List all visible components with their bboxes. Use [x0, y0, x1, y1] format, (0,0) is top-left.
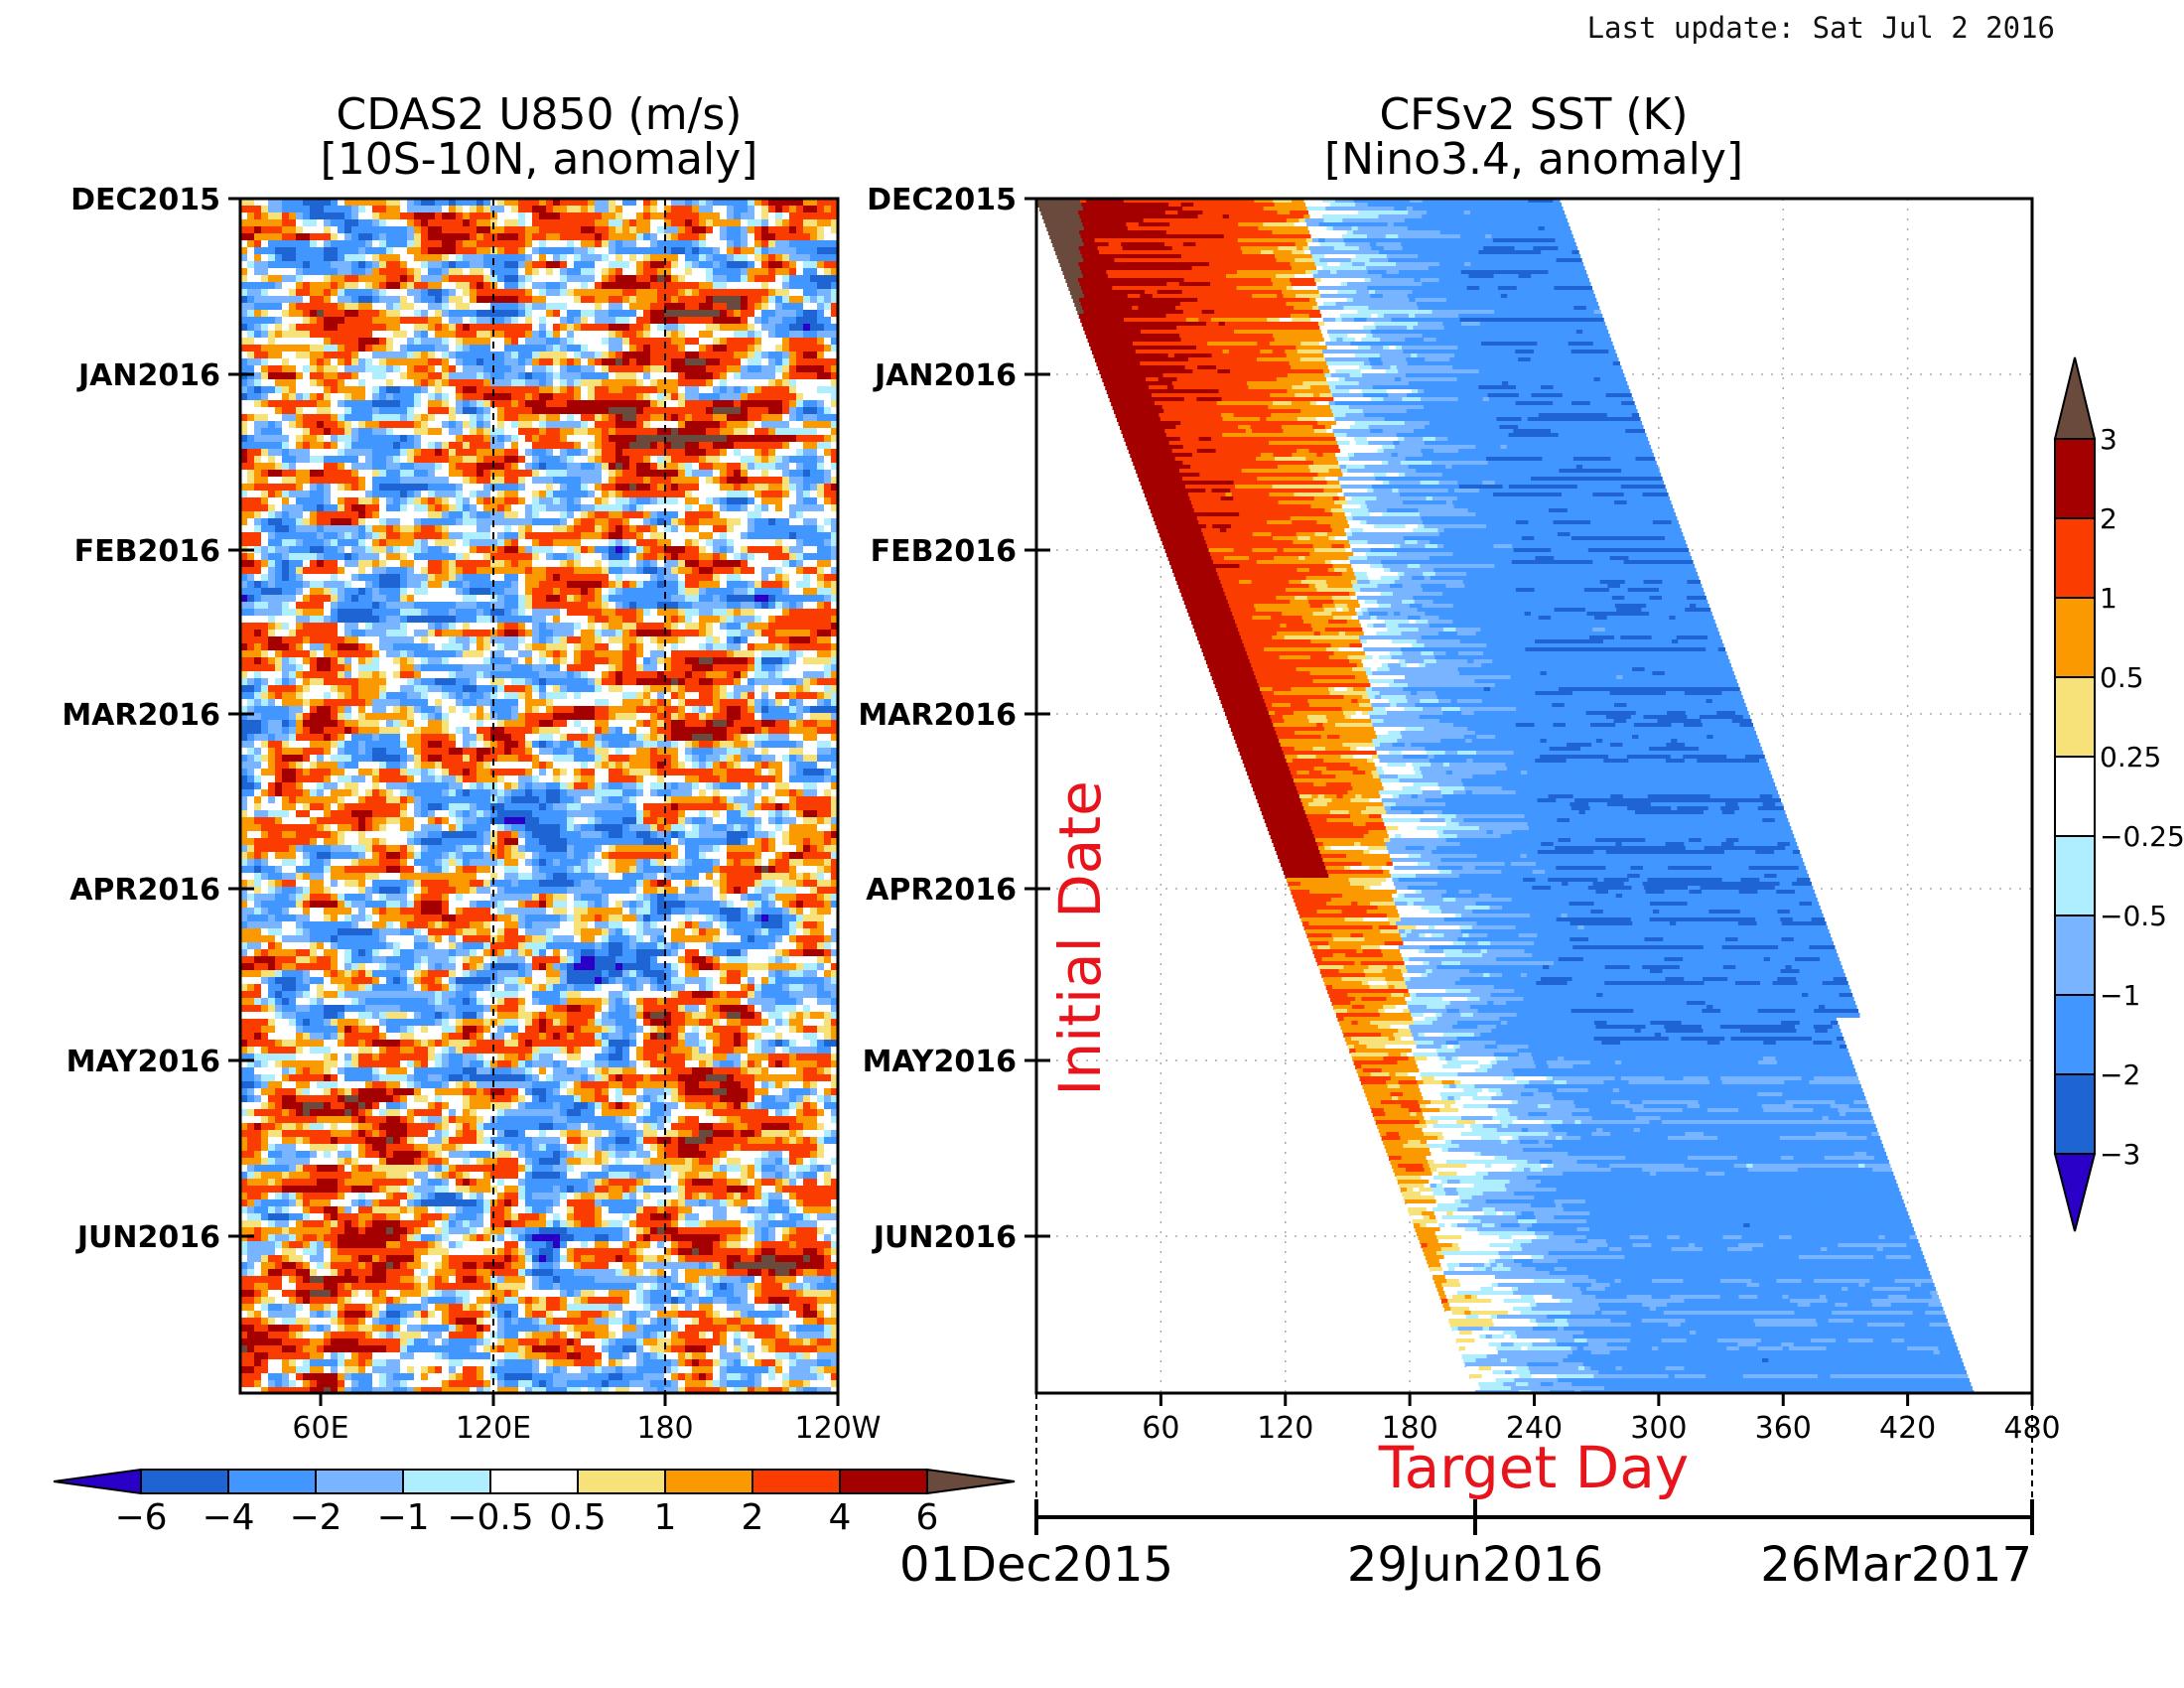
left-x-tick-label: 120W — [795, 1411, 882, 1446]
vcolorbar-label: 1 — [2100, 582, 2117, 615]
right-panel: CFSv2 SST (K) [Nino3.4, anomaly] DEC2015… — [858, 89, 2184, 1593]
vcolorbar-swatch — [2054, 1073, 2096, 1155]
vcolorbar-swatch — [2054, 994, 2096, 1075]
left-y-tick-label: FEB2016 — [74, 534, 220, 569]
colorbar-label: −1 — [376, 1497, 429, 1538]
vcolorbar-label: −3 — [2100, 1138, 2140, 1171]
colorbar-left-arrow — [53, 1468, 142, 1495]
vcolorbar-swatch — [2054, 597, 2096, 678]
colorbar-swatch — [664, 1469, 753, 1494]
right-x-tick-label: 300 — [1630, 1411, 1687, 1446]
colorbar-right-arrow — [926, 1468, 1016, 1495]
right-chart-subtitle: [Nino3.4, anomaly] — [1324, 134, 1743, 185]
left-y-tick-label: DEC2015 — [70, 183, 220, 217]
right-heatmap — [1036, 199, 1975, 1393]
vcolorbar-swatch — [2054, 676, 2096, 758]
left-x-tick-label: 120E — [456, 1411, 531, 1446]
left-panel: CDAS2 U850 (m/s) [10S-10N, anomaly] DEC2… — [53, 89, 1016, 1538]
vcolorbar-swatch — [2054, 438, 2096, 519]
date-label-end: 26Mar2017 — [1760, 1537, 2032, 1593]
vcolorbar-label: 2 — [2100, 502, 2117, 535]
right-x-tick-label: 360 — [1755, 1411, 1812, 1446]
colorbar-swatch — [402, 1469, 491, 1494]
vcolorbar-top-arrow — [2053, 356, 2097, 440]
right-x-axis: 60 120 180 240 300 360 420 480 — [1142, 1393, 2061, 1446]
vcolorbar-swatch — [2054, 914, 2096, 996]
vcolorbar-label: −0.25 — [2100, 820, 2184, 853]
colorbar-swatch — [751, 1469, 841, 1494]
vcolorbar-swatch — [2054, 835, 2096, 916]
colorbar-label: 0.5 — [549, 1497, 606, 1538]
date-label-start: 01Dec2015 — [899, 1537, 1173, 1593]
vcolorbar-swatch — [2054, 756, 2096, 837]
colorbar-label: 1 — [654, 1497, 677, 1538]
date-axis: 01Dec2015 29Jun2016 26Mar2017 — [899, 1393, 2034, 1593]
colorbar-swatch — [315, 1469, 404, 1494]
left-heatmap — [240, 199, 838, 1393]
last-update-text: Last update: Sat Jul 2 2016 — [1587, 11, 2055, 45]
right-chart-title: CFSv2 SST (K) — [1379, 89, 1688, 140]
right-x-tick-label: 60 — [1142, 1411, 1179, 1446]
colorbar-swatch — [839, 1469, 928, 1494]
right-x-tick-label: 120 — [1257, 1411, 1313, 1446]
left-y-tick-label: JUN2016 — [75, 1220, 220, 1255]
left-chart-subtitle: [10S-10N, anomaly] — [321, 134, 758, 185]
date-label-middle: 29Jun2016 — [1347, 1537, 1603, 1593]
colorbar-label: −2 — [289, 1497, 341, 1538]
right-y-tick-label: JUN2016 — [872, 1220, 1017, 1255]
colorbar-swatch — [577, 1469, 666, 1494]
y-axis-label-initial-date: Initial Date — [1046, 780, 1114, 1096]
colorbar-label: 4 — [829, 1497, 852, 1538]
left-chart-title: CDAS2 U850 (m/s) — [337, 89, 743, 140]
colorbar-swatch — [140, 1469, 229, 1494]
right-y-tick-label: DEC2015 — [867, 183, 1017, 217]
colorbar-label: 2 — [742, 1497, 764, 1538]
right-y-tick-label: FEB2016 — [871, 534, 1017, 569]
vcolorbar-label: −0.5 — [2100, 900, 2167, 932]
vcolorbar-bottom-arrow — [2053, 1153, 2097, 1232]
vcolorbar-label: −2 — [2100, 1058, 2140, 1091]
right-x-tick-label: 180 — [1381, 1411, 1437, 1446]
left-plot-frame — [238, 197, 840, 1395]
vcolorbar-label: 0.25 — [2100, 741, 2161, 774]
colorbar-swatch — [227, 1469, 317, 1494]
left-y-tick-label: MAY2016 — [67, 1045, 220, 1079]
colorbar-label: 6 — [916, 1497, 939, 1538]
x-axis-label-target-day: Target Day — [1378, 1434, 1689, 1501]
colorbar-label: −6 — [114, 1497, 167, 1538]
vcolorbar-label: 0.5 — [2100, 661, 2144, 694]
left-y-axis: DEC2015 JAN2016 FEB2016 MAR2016 APR2016 MAY20… — [62, 183, 254, 1255]
left-y-tick-label: MAR2016 — [62, 698, 220, 733]
vcolorbar-label: −1 — [2100, 979, 2140, 1012]
left-y-tick-label: APR2016 — [69, 873, 220, 908]
left-x-axis: 60E 120E 180 120W — [292, 1393, 881, 1446]
right-y-axis: DEC2015 JAN2016 FEB2016 MAR2016 APR2016 MAY20… — [858, 183, 1050, 1255]
vertical-colorbar: 3 2 1 0.5 0.25 −0.25 −0.5 −1 −2 −3 — [2053, 356, 2184, 1232]
colorbar-label: −0.5 — [447, 1497, 533, 1538]
left-x-tick-label: 60E — [292, 1411, 348, 1446]
right-y-tick-label: APR2016 — [866, 873, 1017, 908]
colorbar-swatch — [489, 1469, 579, 1494]
right-y-tick-label: JAN2016 — [873, 358, 1017, 393]
right-x-tick-label: 240 — [1506, 1411, 1563, 1446]
vcolorbar-label: 3 — [2100, 423, 2117, 456]
left-y-tick-label: JAN2016 — [76, 358, 220, 393]
horizontal-colorbar: −6 −4 −2 −1 −0.5 0.5 1 2 4 6 — [53, 1468, 1016, 1538]
right-y-tick-label: MAY2016 — [863, 1045, 1017, 1079]
colorbar-label: −4 — [202, 1497, 254, 1538]
vcolorbar-swatch — [2054, 517, 2096, 599]
right-x-tick-label: 420 — [1879, 1411, 1936, 1446]
right-y-tick-label: MAR2016 — [858, 698, 1017, 733]
left-x-tick-label: 180 — [636, 1411, 693, 1446]
